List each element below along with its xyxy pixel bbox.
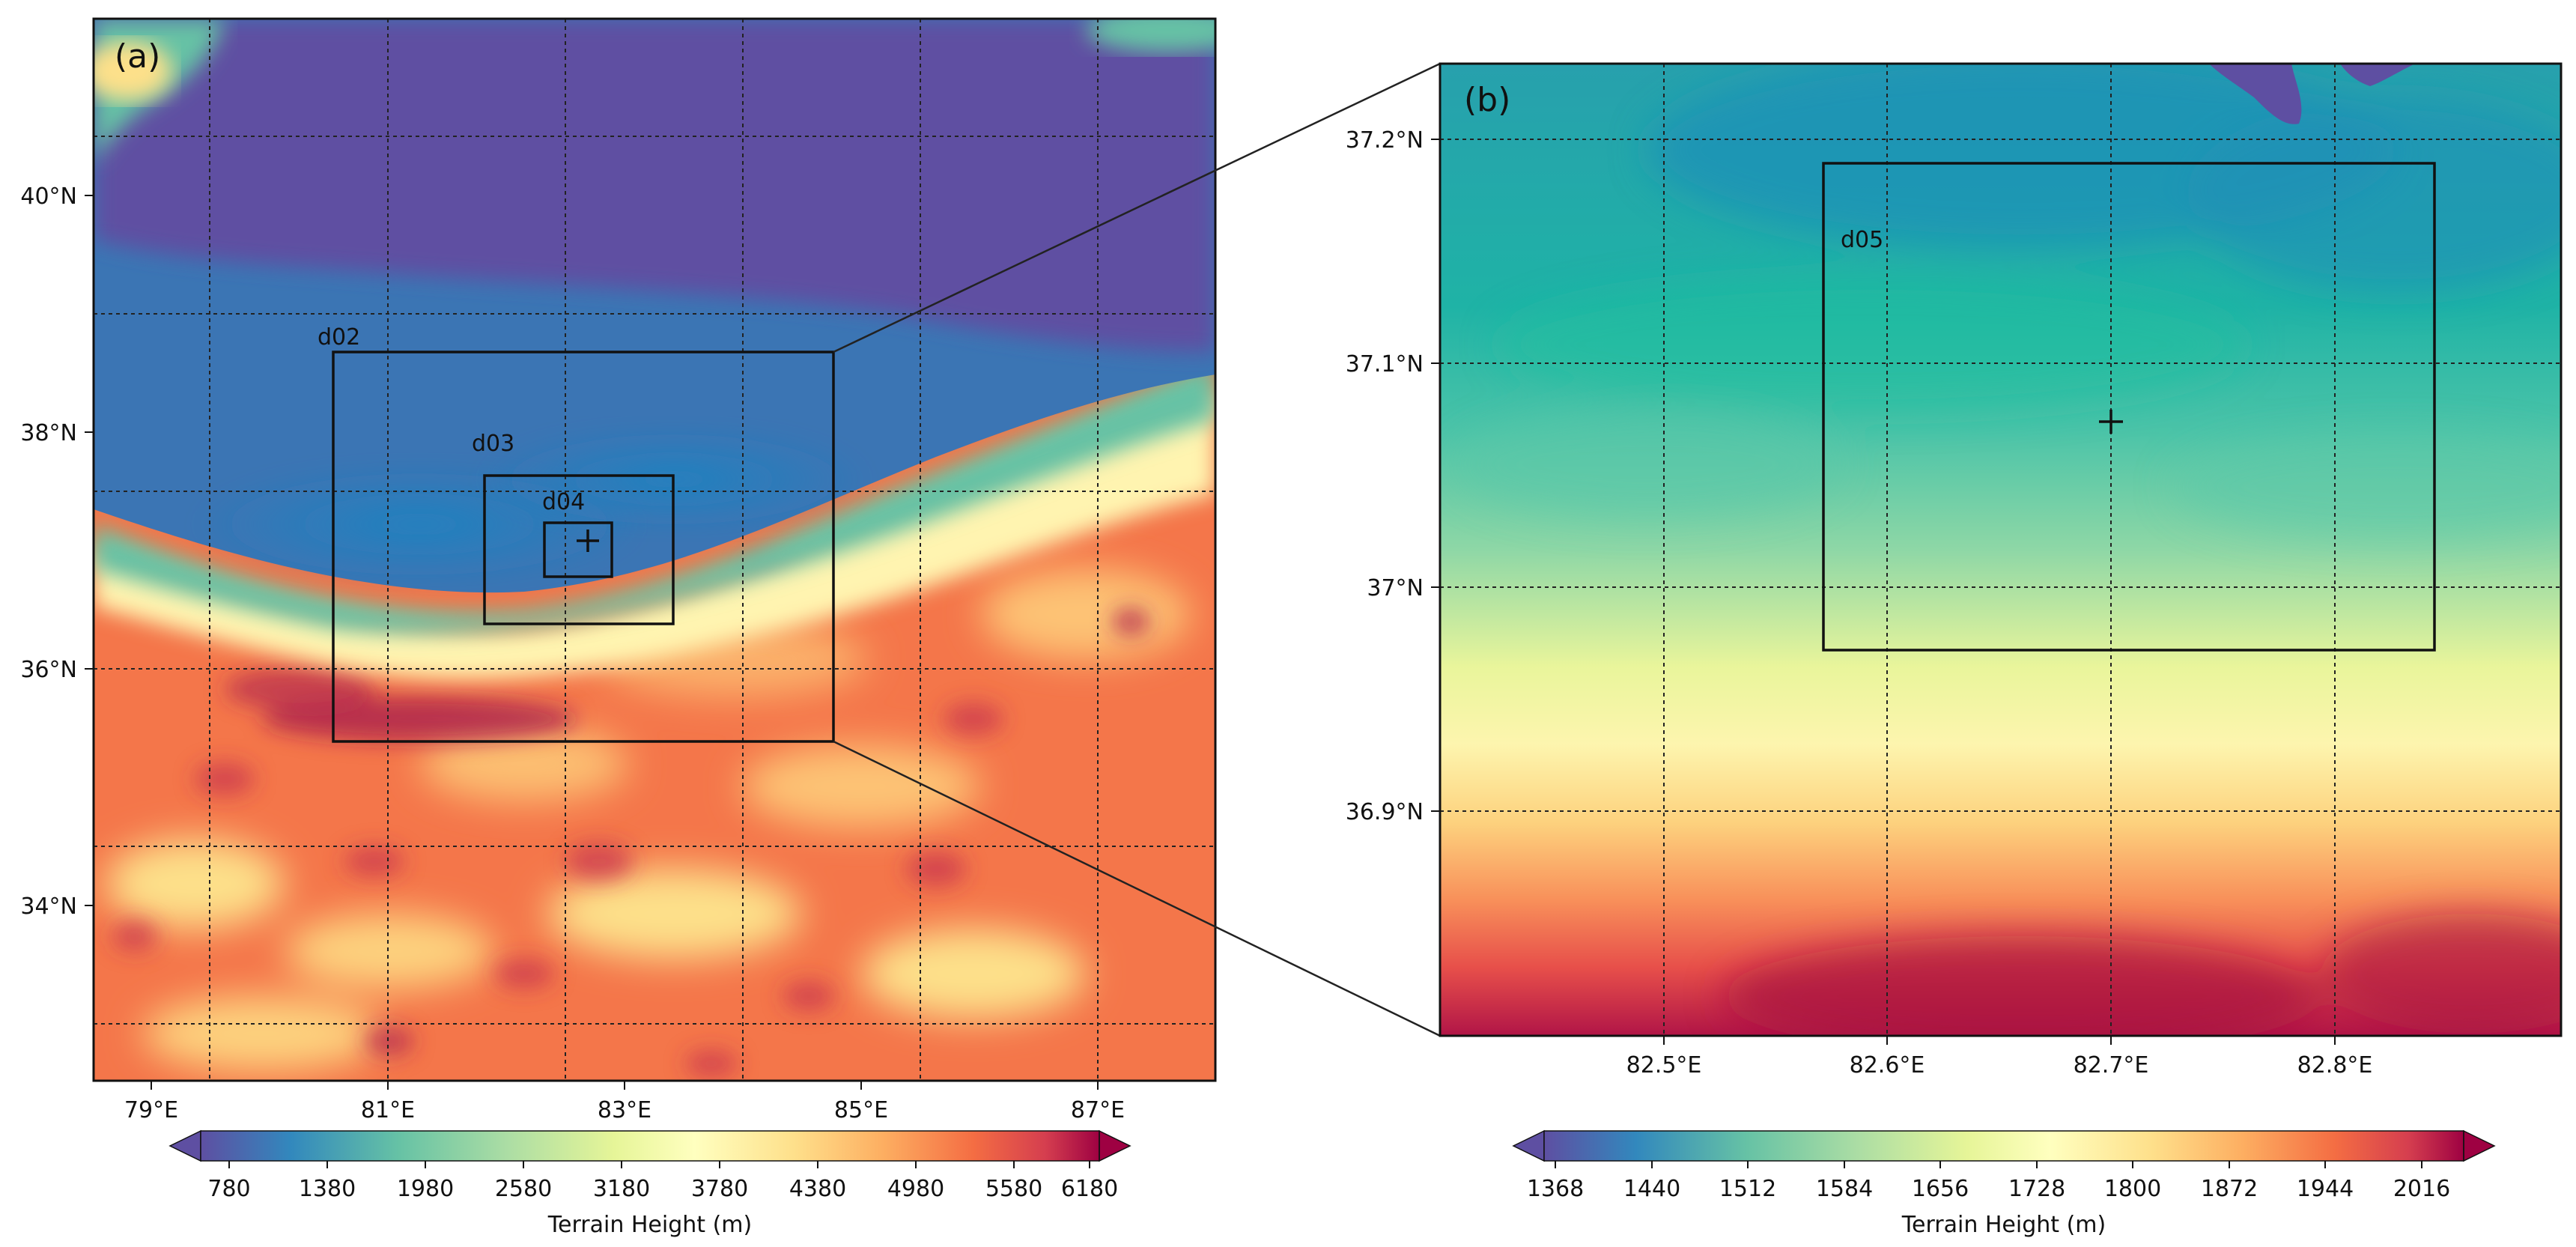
colorbar-tick: 1368 xyxy=(1527,1176,1584,1202)
colorbar-b-max-extend xyxy=(2463,1129,2496,1162)
colorbar-tick: 4980 xyxy=(887,1176,944,1202)
y-tick: 38°N xyxy=(20,420,77,446)
colorbar-b-min-extend xyxy=(1512,1129,1545,1162)
colorbar-tick: 1728 xyxy=(2008,1176,2065,1202)
zoom-connectors xyxy=(833,62,1441,1037)
panel-a-gridlines xyxy=(94,19,1215,1081)
panel-a-y-axis: 40°N 38°N 36°N 34°N xyxy=(20,183,94,920)
panel-b-x-axis: 82.5°E 82.6°E 82.7°E 82.8°E xyxy=(1626,1036,2373,1078)
y-tick: 36.9°N xyxy=(1346,799,1424,825)
x-tick: 85°E xyxy=(834,1097,888,1123)
colorbar-tick: 1656 xyxy=(1912,1176,1969,1202)
colorbar-tick: 1944 xyxy=(2297,1176,2354,1202)
panel-b-label: (b) xyxy=(1464,81,1510,119)
colorbar-a: 780 1380 1980 2580 3180 3780 4380 4980 5… xyxy=(168,1129,1131,1238)
colorbar-tick: 2580 xyxy=(495,1176,552,1202)
panel-b: d05 (b) 82.5°E 82.6°E 82.7°E 82.8°E xyxy=(1346,62,2563,1078)
colorbar-tick: 1980 xyxy=(397,1176,454,1202)
domain-label-d05: d05 xyxy=(1841,227,1883,253)
x-tick: 82.6°E xyxy=(1850,1052,1925,1078)
colorbar-tick: 4380 xyxy=(789,1176,846,1202)
panel-b-frame xyxy=(1439,62,2563,1037)
colorbar-a-min-extend xyxy=(168,1129,201,1162)
colorbar-tick: 1380 xyxy=(299,1176,356,1202)
y-tick: 40°N xyxy=(20,183,77,210)
panel-a-label: (a) xyxy=(115,37,160,76)
colorbar-tick: 780 xyxy=(207,1176,250,1202)
colorbar-a-max-extend xyxy=(1099,1129,1131,1162)
colorbar-tick: 5580 xyxy=(985,1176,1042,1202)
x-tick: 82.7°E xyxy=(2074,1052,2149,1078)
x-tick: 82.8°E xyxy=(2297,1052,2373,1078)
colorbar-b-label: Terrain Height (m) xyxy=(1901,1212,2106,1238)
panel-a: d02 d03 d04 (a) 79°E 81°E 83°E 85°E 87°E xyxy=(20,17,1217,1123)
panel-b-terrain xyxy=(1440,64,2561,1036)
x-tick: 79°E xyxy=(124,1097,178,1123)
colorbar-a-label: Terrain Height (m) xyxy=(547,1212,752,1238)
panel-b-gridlines xyxy=(1440,64,2561,1036)
x-tick: 81°E xyxy=(361,1097,415,1123)
colorbar-a-bar xyxy=(201,1131,1099,1161)
colorbar-tick: 3780 xyxy=(691,1176,748,1202)
domain-box-d03 xyxy=(483,474,675,625)
domain-label-d04: d04 xyxy=(542,489,585,515)
x-tick: 82.5°E xyxy=(1626,1052,1702,1078)
panel-a-terrain xyxy=(94,19,1215,1081)
y-tick: 37.1°N xyxy=(1346,351,1424,377)
colorbar-tick: 1584 xyxy=(1816,1176,1873,1202)
y-tick: 37°N xyxy=(1367,575,1424,601)
x-tick: 83°E xyxy=(598,1097,651,1123)
domain-box-d02 xyxy=(332,351,835,743)
center-marker-b xyxy=(2099,410,2123,434)
x-tick: 87°E xyxy=(1071,1097,1125,1123)
domain-label-d02: d02 xyxy=(318,324,360,351)
panel-b-y-axis: 37.2°N 37.1°N 37°N 36.9°N xyxy=(1346,127,1440,825)
panel-a-x-axis: 79°E 81°E 83°E 85°E 87°E xyxy=(124,1081,1125,1123)
colorbar-tick: 1440 xyxy=(1623,1176,1680,1202)
colorbar-tick: 1872 xyxy=(2201,1176,2258,1202)
center-marker-a xyxy=(577,530,599,552)
colorbar-b: 1368 1440 1512 1584 1656 1728 1800 1872 … xyxy=(1512,1129,2496,1238)
y-tick: 37.2°N xyxy=(1346,127,1424,154)
domain-box-d05 xyxy=(1822,162,2436,652)
y-tick: 34°N xyxy=(20,893,77,920)
domain-box-d04 xyxy=(543,521,613,578)
colorbar-tick: 3180 xyxy=(593,1176,650,1202)
colorbar-tick: 2016 xyxy=(2393,1176,2450,1202)
colorbar-tick: 1800 xyxy=(2104,1176,2161,1202)
colorbar-tick: 6180 xyxy=(1061,1176,1118,1202)
panel-a-frame xyxy=(92,17,1217,1082)
domain-label-d03: d03 xyxy=(472,431,514,457)
y-tick: 36°N xyxy=(20,657,77,683)
colorbar-b-bar xyxy=(1544,1131,2464,1161)
colorbar-tick: 1512 xyxy=(1719,1176,1776,1202)
